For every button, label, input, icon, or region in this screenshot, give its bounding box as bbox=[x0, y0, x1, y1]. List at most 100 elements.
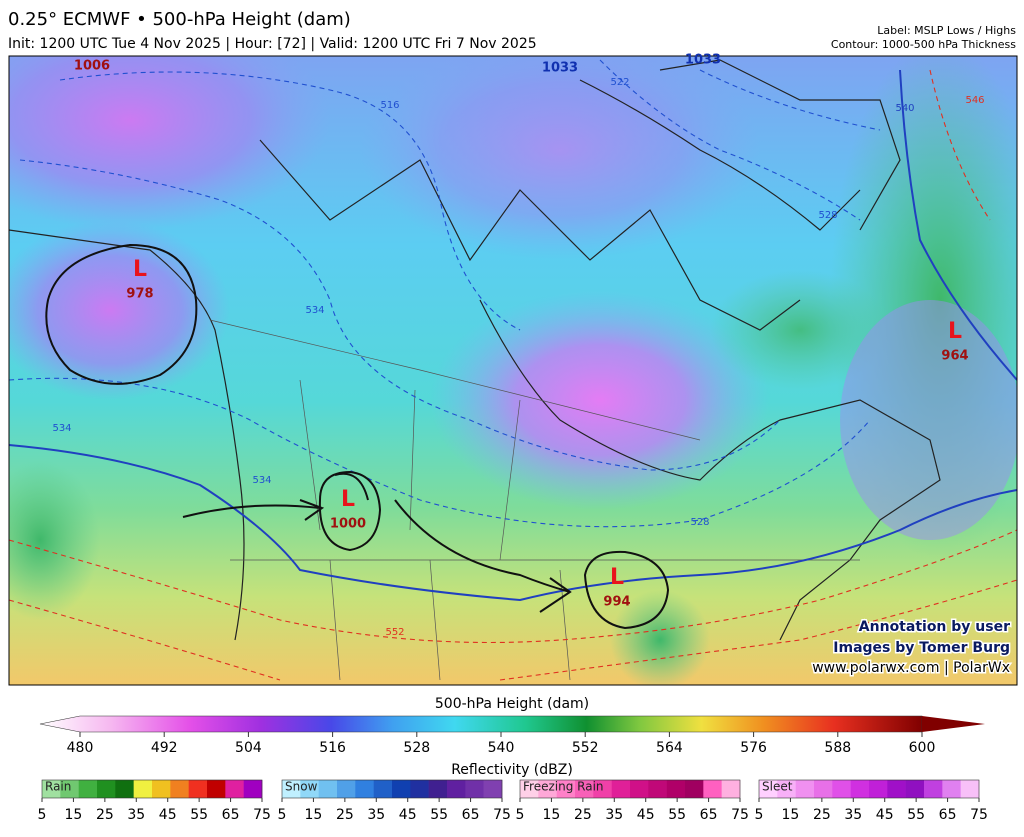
color-swatch bbox=[78, 780, 98, 798]
legend-frame bbox=[281, 779, 503, 799]
color-swatch bbox=[97, 780, 116, 798]
tick-label: 504 bbox=[235, 740, 262, 756]
tick-label: 5 bbox=[38, 807, 47, 823]
credit: www.polarwx.com | PolarWx bbox=[812, 660, 1010, 676]
color-swatch bbox=[60, 780, 79, 798]
tick-label: 15 bbox=[782, 807, 800, 823]
color-swatch bbox=[170, 780, 189, 798]
tick-label: 55 bbox=[668, 807, 686, 823]
tick-label: 55 bbox=[430, 807, 448, 823]
color-swatch bbox=[152, 780, 171, 798]
tick-label: 35 bbox=[605, 807, 623, 823]
tick-label: 5 bbox=[278, 807, 287, 823]
color-swatch bbox=[483, 780, 503, 798]
color-swatch bbox=[556, 780, 576, 798]
tick-label: 25 bbox=[336, 807, 354, 823]
contour-note: Contour: 1000-500 hPa Thickness bbox=[831, 38, 1016, 51]
credit: Images by Tomer Burg bbox=[833, 640, 1010, 656]
tick-label: 15 bbox=[65, 807, 83, 823]
color-swatch bbox=[225, 780, 244, 798]
tick-label: 45 bbox=[637, 807, 655, 823]
color-swatch bbox=[924, 780, 943, 798]
color-swatch bbox=[575, 780, 594, 798]
legend-frame bbox=[41, 779, 263, 799]
low-pressure: 994 bbox=[603, 595, 630, 610]
tick-label: 45 bbox=[159, 807, 177, 823]
tick-label: 5 bbox=[516, 807, 525, 823]
color-swatch bbox=[465, 780, 484, 798]
color-swatch bbox=[300, 780, 319, 798]
color-swatch bbox=[777, 780, 796, 798]
contour-label: 522 bbox=[610, 77, 629, 88]
tick-label: 516 bbox=[319, 740, 346, 756]
low-pressure: 964 bbox=[941, 349, 968, 364]
height-colorbar-end bbox=[922, 716, 985, 732]
height-scale-title: 500-hPa Height (dam) bbox=[435, 696, 589, 712]
legend-name: Freezing Rain bbox=[523, 780, 604, 794]
tick-label: 492 bbox=[151, 740, 178, 756]
color-swatch bbox=[337, 780, 356, 798]
legend-name: Rain bbox=[45, 780, 71, 794]
contour-label: 528 bbox=[818, 210, 837, 221]
map bbox=[9, 56, 1017, 685]
color-swatch bbox=[721, 780, 741, 798]
color-swatch bbox=[593, 780, 612, 798]
tick-label: 65 bbox=[222, 807, 240, 823]
map-frame bbox=[8, 55, 1018, 686]
credit: Annotation by user bbox=[859, 619, 1010, 635]
high-pressure: 1006 bbox=[74, 59, 110, 74]
color-swatch bbox=[850, 780, 870, 798]
tick-label: 55 bbox=[190, 807, 208, 823]
color-swatch bbox=[428, 780, 448, 798]
tick-label: 552 bbox=[572, 740, 599, 756]
color-swatch bbox=[887, 780, 906, 798]
contour-label: 534 bbox=[305, 305, 324, 316]
color-swatch bbox=[410, 780, 429, 798]
map-labels: L 978 L 1000 L 994 L 964 1006 1033 1033 516 522 534 53… bbox=[52, 53, 1011, 678]
tick-label: 15 bbox=[543, 807, 561, 823]
reflectivity-title: Reflectivity (dBZ) bbox=[451, 762, 573, 778]
color-swatch bbox=[630, 780, 649, 798]
subtitle: Init: 1200 UTC Tue 4 Nov 2025 | Hour: [7… bbox=[8, 36, 537, 52]
tick-label: 75 bbox=[731, 807, 749, 823]
color-swatch bbox=[115, 780, 134, 798]
tick-label: 528 bbox=[403, 740, 430, 756]
height-colorbar bbox=[39, 715, 923, 733]
contour-label: 516 bbox=[380, 100, 399, 111]
color-swatch bbox=[685, 780, 704, 798]
legend-name: Snow bbox=[285, 780, 318, 794]
tick-label: 45 bbox=[399, 807, 417, 823]
color-swatch bbox=[814, 780, 833, 798]
color-swatch bbox=[942, 780, 961, 798]
color-swatch bbox=[905, 780, 925, 798]
low-symbol: L bbox=[610, 565, 624, 590]
color-swatch bbox=[666, 780, 686, 798]
tick-label: 75 bbox=[970, 807, 988, 823]
tick-label: 75 bbox=[253, 807, 271, 823]
tick-label: 65 bbox=[939, 807, 957, 823]
height-ticks: 480 492 504 516 528 540 552 564 576 588 600 bbox=[67, 732, 936, 756]
color-swatch bbox=[447, 780, 466, 798]
low-pressure: 1000 bbox=[330, 517, 366, 532]
color-swatch bbox=[795, 780, 815, 798]
color-swatch bbox=[538, 780, 557, 798]
tick-label: 25 bbox=[813, 807, 831, 823]
color-swatch bbox=[42, 780, 61, 798]
tick-label: 600 bbox=[909, 740, 936, 756]
color-swatch bbox=[133, 780, 153, 798]
tick-label: 35 bbox=[127, 807, 145, 823]
tick-label: 588 bbox=[824, 740, 851, 756]
tick-label: 35 bbox=[844, 807, 862, 823]
legend-frame bbox=[758, 779, 980, 799]
color-swatch bbox=[207, 780, 226, 798]
color-swatch bbox=[703, 780, 722, 798]
color-swatch bbox=[373, 780, 393, 798]
tick-label: 5 bbox=[755, 807, 764, 823]
color-swatch bbox=[832, 780, 851, 798]
color-swatch bbox=[282, 780, 301, 798]
color-swatch bbox=[392, 780, 411, 798]
high-pressure: 1033 bbox=[542, 61, 578, 76]
tick-label: 576 bbox=[740, 740, 767, 756]
